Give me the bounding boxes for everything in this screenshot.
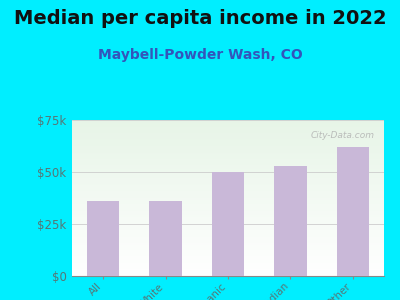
- Bar: [212, 172, 244, 276]
- Bar: [87, 201, 120, 276]
- Bar: [149, 201, 182, 276]
- Text: Maybell-Powder Wash, CO: Maybell-Powder Wash, CO: [98, 48, 302, 62]
- Bar: [274, 166, 307, 276]
- Text: Median per capita income in 2022: Median per capita income in 2022: [14, 9, 386, 28]
- Bar: [336, 147, 369, 276]
- Text: City-Data.com: City-Data.com: [311, 131, 375, 140]
